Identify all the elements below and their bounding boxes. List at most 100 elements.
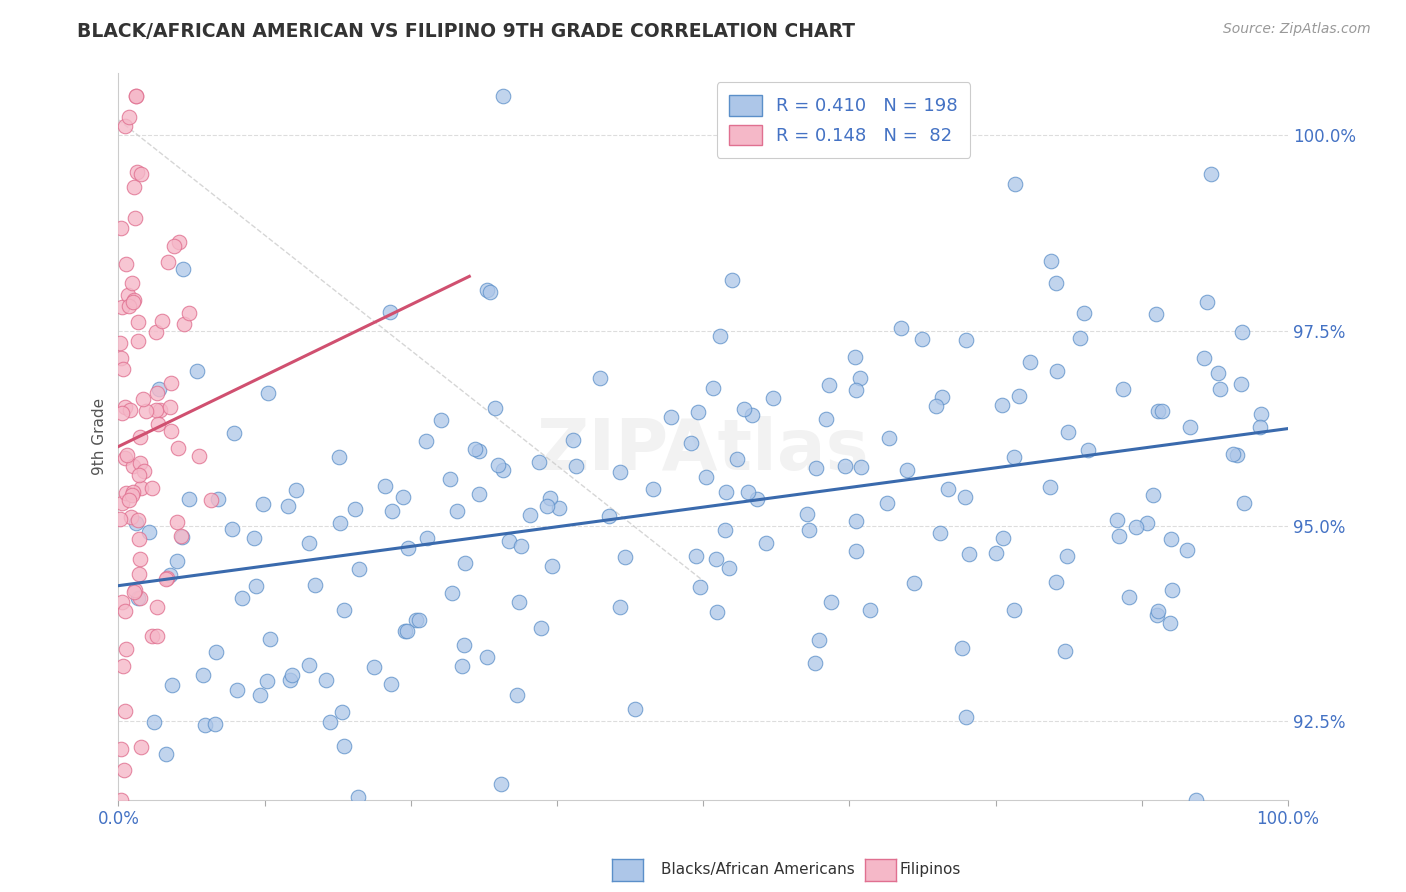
Point xyxy=(1206,366,1229,380)
Text: ZIPAtlas: ZIPAtlas xyxy=(537,417,869,485)
Point xyxy=(186,364,208,378)
Point xyxy=(1175,543,1198,558)
Point xyxy=(484,401,506,415)
Point xyxy=(391,490,413,504)
Point xyxy=(1056,425,1078,439)
Point xyxy=(380,677,402,691)
Point xyxy=(936,482,959,496)
Point xyxy=(1199,167,1222,181)
Point xyxy=(114,604,136,618)
Point xyxy=(416,532,439,546)
Point xyxy=(1046,364,1069,378)
Point xyxy=(333,603,356,617)
Point xyxy=(685,549,707,564)
Point xyxy=(925,399,948,413)
Point xyxy=(162,677,184,691)
Point xyxy=(319,715,342,730)
Point xyxy=(804,657,827,671)
Point xyxy=(453,638,475,652)
Point xyxy=(118,110,141,124)
Legend: R = 0.410   N = 198, R = 0.148   N =  82: R = 0.410 N = 198, R = 0.148 N = 82 xyxy=(717,82,970,158)
Point xyxy=(259,632,281,646)
Point xyxy=(256,674,278,689)
Point xyxy=(806,461,828,475)
Point xyxy=(128,532,150,546)
Point xyxy=(689,580,711,594)
Point xyxy=(249,688,271,702)
Point xyxy=(1160,533,1182,547)
Point xyxy=(468,486,491,500)
Point xyxy=(1108,529,1130,543)
Point xyxy=(454,556,477,570)
Point xyxy=(128,551,150,566)
Point xyxy=(1195,294,1218,309)
Point xyxy=(114,704,136,718)
Point xyxy=(108,335,131,350)
Point xyxy=(408,614,430,628)
Point xyxy=(135,404,157,418)
Point xyxy=(848,371,870,385)
Point xyxy=(129,739,152,754)
Point xyxy=(955,710,977,724)
Point xyxy=(1147,605,1170,619)
Point xyxy=(222,425,245,440)
Point xyxy=(114,400,136,414)
Point xyxy=(725,452,748,467)
Point xyxy=(681,435,703,450)
Point xyxy=(111,405,134,419)
Point xyxy=(117,448,139,462)
Point xyxy=(489,777,512,791)
Point xyxy=(112,763,135,777)
Point xyxy=(125,516,148,531)
Point xyxy=(343,501,366,516)
Point xyxy=(122,180,145,194)
Point xyxy=(733,402,755,417)
Point xyxy=(439,473,461,487)
Point xyxy=(1159,616,1181,631)
Point xyxy=(1136,516,1159,530)
Point xyxy=(929,526,952,541)
Point xyxy=(815,412,838,426)
Point xyxy=(159,424,181,438)
Point xyxy=(1004,177,1026,191)
Point xyxy=(896,463,918,477)
Point xyxy=(177,306,200,320)
Point xyxy=(845,383,868,397)
Point xyxy=(328,450,350,464)
Point xyxy=(125,89,148,103)
Point xyxy=(548,500,571,515)
Point xyxy=(243,532,266,546)
Point xyxy=(1142,488,1164,502)
Point xyxy=(129,456,152,470)
Point xyxy=(446,504,468,518)
Point xyxy=(146,386,169,401)
Point xyxy=(277,499,299,513)
Point xyxy=(527,455,550,469)
Point xyxy=(156,571,179,585)
Point xyxy=(1002,603,1025,617)
Point xyxy=(1045,574,1067,589)
Point xyxy=(207,492,229,507)
Point xyxy=(1161,582,1184,597)
Point xyxy=(702,381,724,395)
Point xyxy=(720,273,742,287)
Point xyxy=(112,659,135,673)
Point xyxy=(394,624,416,638)
Point xyxy=(347,562,370,576)
Point xyxy=(363,660,385,674)
Point xyxy=(475,283,498,297)
Point xyxy=(1007,389,1029,403)
Point xyxy=(122,459,145,474)
Point xyxy=(138,525,160,540)
Point xyxy=(396,624,419,638)
Point xyxy=(146,417,169,431)
Point xyxy=(330,705,353,719)
Point xyxy=(686,405,709,419)
Point xyxy=(564,459,586,474)
Point xyxy=(125,89,148,103)
Point xyxy=(486,458,509,473)
Point xyxy=(160,376,183,391)
Point xyxy=(285,483,308,497)
Point xyxy=(562,433,585,447)
Point xyxy=(1118,590,1140,604)
